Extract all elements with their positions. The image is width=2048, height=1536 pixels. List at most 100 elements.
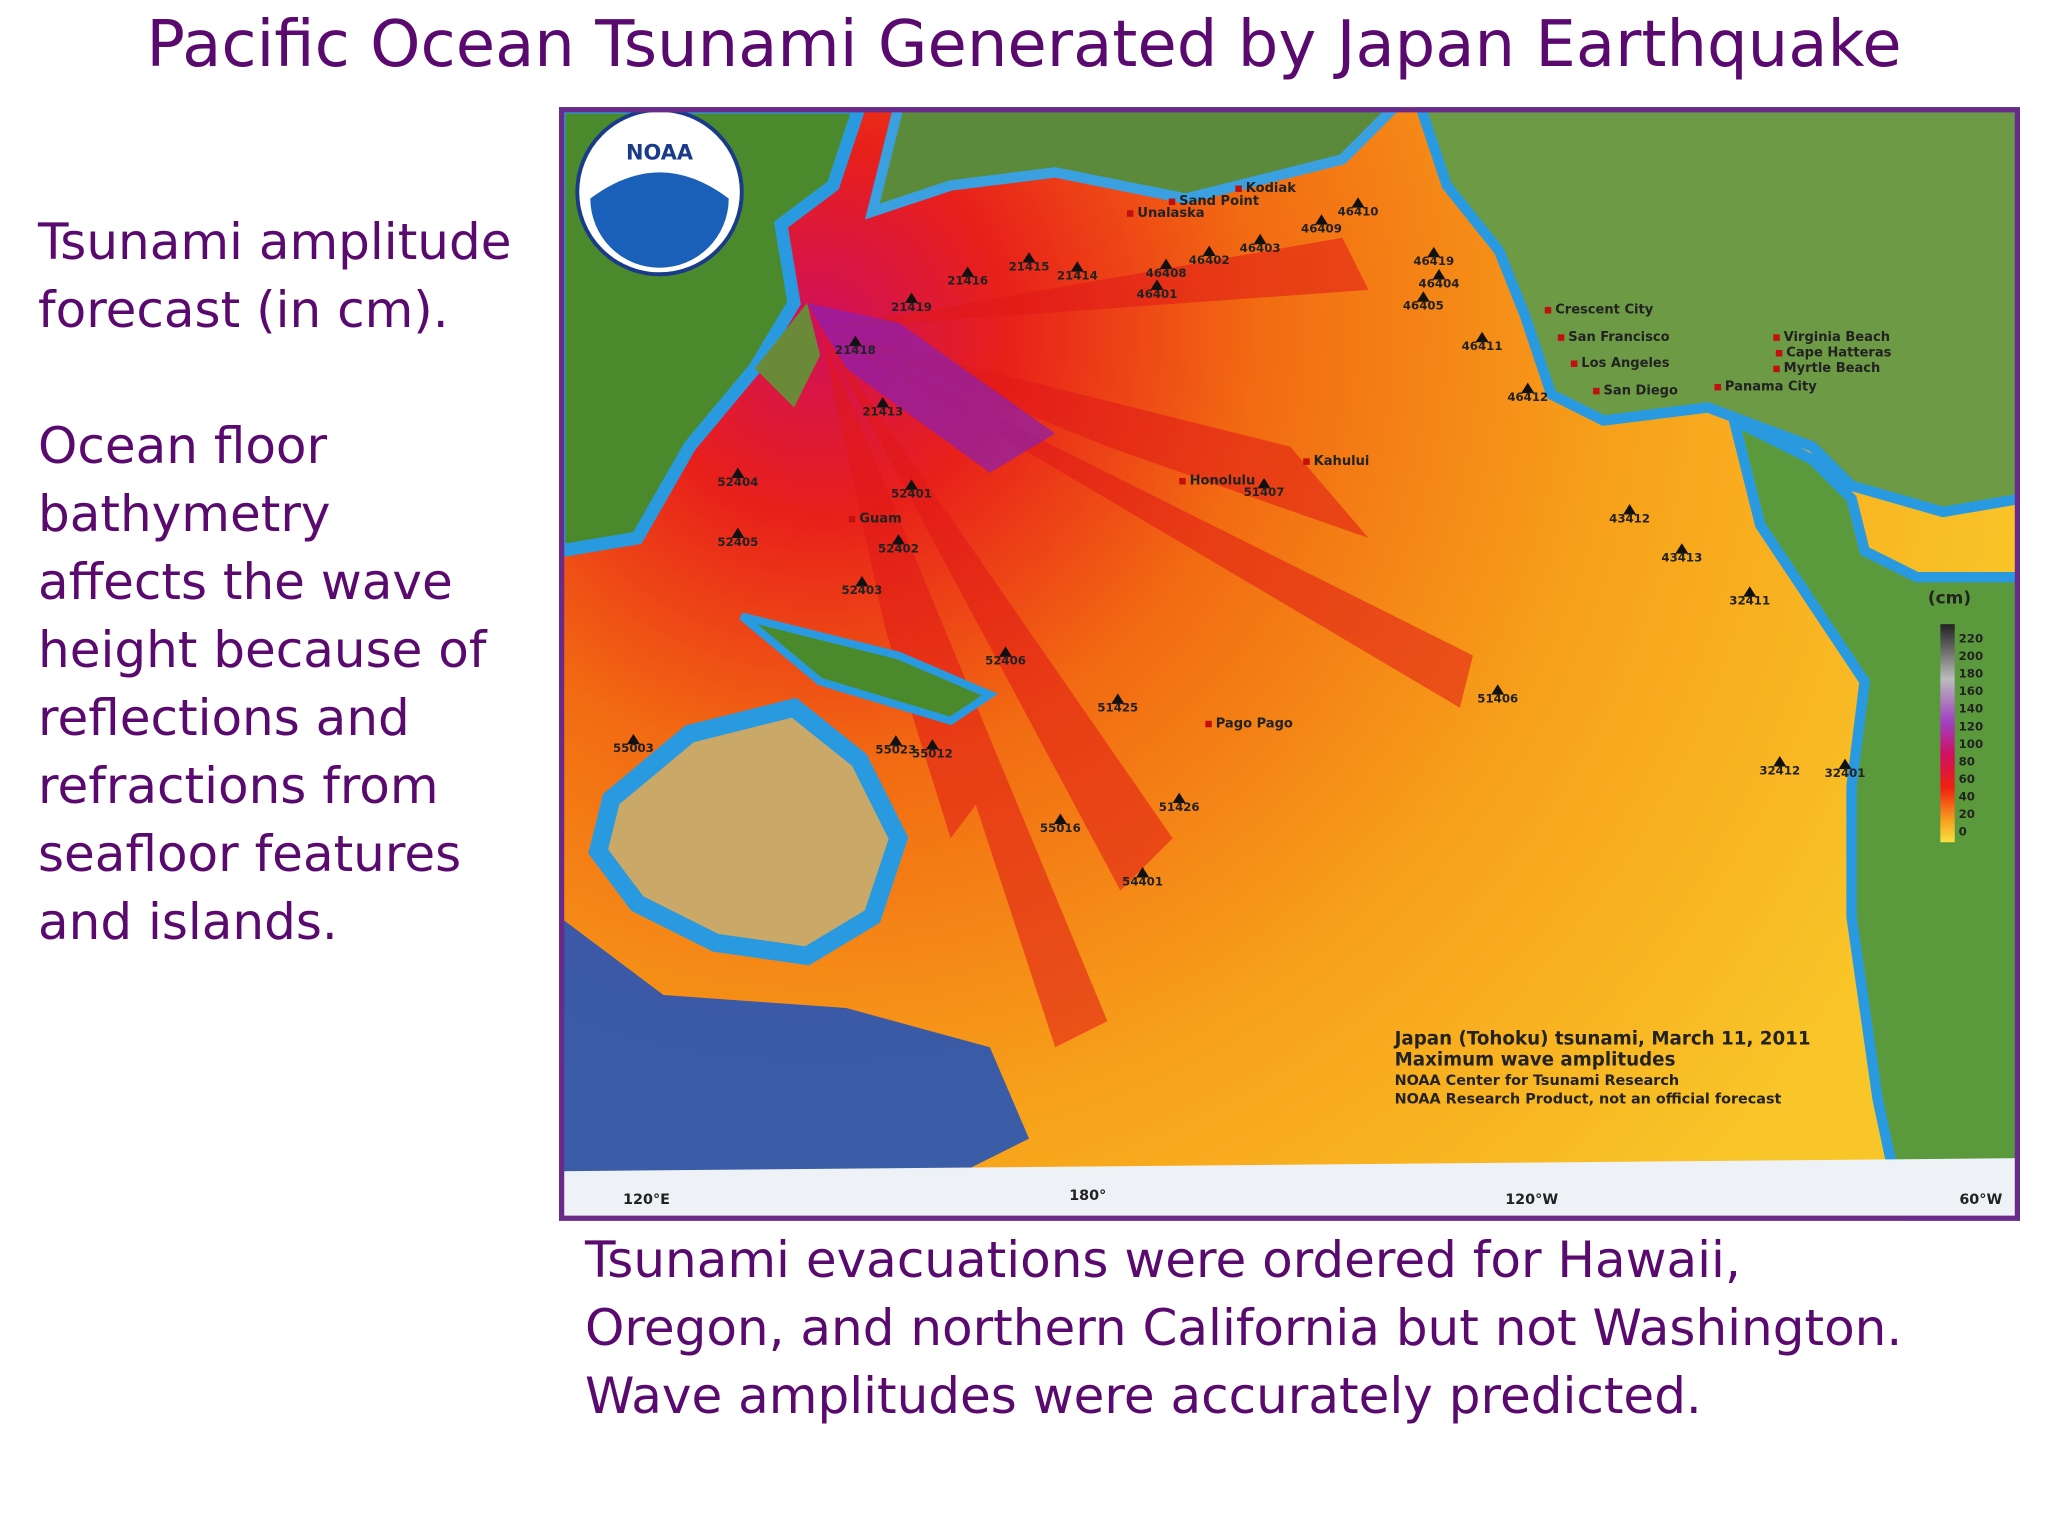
place-marker [1235, 185, 1242, 193]
station-label: 46408 [1146, 266, 1187, 280]
station-label: 51426 [1159, 800, 1200, 814]
place-label: San Diego [1604, 383, 1679, 398]
place-label: Unalaska [1137, 206, 1204, 221]
map-caption: Maximum wave amplitudes [1395, 1049, 1676, 1070]
place-label: Crescent City [1555, 302, 1654, 317]
station-label: 52406 [985, 654, 1026, 668]
place-label: Kahului [1314, 454, 1370, 469]
station-label: 51407 [1244, 485, 1285, 499]
longitude-label: 120°E [623, 1192, 670, 1208]
legend-tick-label: 0 [1959, 825, 1967, 839]
station-marker [1773, 756, 1787, 767]
place-marker [1773, 365, 1780, 373]
place-marker [1168, 198, 1176, 206]
place-label: Cape Hatteras [1786, 346, 1891, 361]
station-marker [1257, 477, 1271, 489]
station-label: 46405 [1403, 299, 1444, 313]
peak-zone [807, 302, 1056, 473]
station-label: 52404 [717, 475, 758, 489]
station-label: 52402 [878, 541, 919, 555]
station-label: 46402 [1189, 253, 1230, 267]
intro-text: Tsunami amplitude forecast (in cm). [38, 208, 512, 344]
longitude-label: 60°W [1959, 1192, 2002, 1208]
longitude-label: 120°W [1505, 1192, 1558, 1208]
station-label: 52405 [717, 535, 758, 549]
legend-tick-label: 40 [1959, 790, 1975, 804]
map-frame [559, 107, 2020, 1221]
place-label: Guam [859, 511, 901, 526]
station-marker [1838, 758, 1852, 770]
place-marker [1205, 720, 1212, 728]
place-marker [1593, 387, 1600, 395]
station-label: 21415 [1009, 259, 1050, 273]
text-line: Oregon, and northern California but not … [585, 1299, 1903, 1357]
station-label: 46404 [1419, 276, 1460, 290]
station-label: 32412 [1759, 763, 1800, 777]
text-line: Tsunami evacuations were ordered for Haw… [585, 1231, 1741, 1289]
place-marker [1557, 334, 1565, 341]
station-marker [889, 735, 903, 746]
legend-tick-label: 80 [1959, 754, 1975, 768]
text-line: and islands. [38, 893, 338, 951]
station-label: 32401 [1825, 766, 1866, 780]
legend-tick-label: 20 [1959, 807, 1975, 821]
station-marker [925, 739, 939, 750]
text-line: forecast (in cm). [38, 281, 449, 339]
bottom-text: Tsunami evacuations were ordered for Haw… [585, 1226, 1902, 1430]
station-marker [1111, 693, 1125, 704]
map-caption: NOAA Center for Tsunami Research [1395, 1073, 1679, 1089]
station-marker [1150, 279, 1164, 290]
station-marker [1416, 291, 1430, 302]
station-marker [1159, 258, 1173, 270]
legend-tick-label: 100 [1959, 737, 1984, 751]
station-marker [1475, 331, 1489, 343]
place-marker [1126, 210, 1134, 217]
station-label: 21418 [835, 343, 876, 357]
station-marker [1743, 586, 1757, 597]
station-label: 46401 [1137, 287, 1178, 301]
body-text: Ocean floor bathymetry affects the wave hei… [38, 412, 487, 956]
station-marker [1314, 214, 1329, 225]
station-label: 43413 [1661, 551, 1702, 565]
place-marker [848, 515, 856, 523]
station-marker [1432, 269, 1446, 280]
text-line: affects the wave [38, 553, 453, 611]
legend-unit: (cm) [1928, 588, 1971, 608]
tsunami-map: NOAA 21416 21415 21414 21419 21418 21413 52404 5… [559, 107, 2020, 1221]
station-marker [731, 467, 745, 478]
station-label: 55012 [912, 746, 953, 760]
station-label: 52403 [841, 583, 882, 597]
place-marker [1773, 334, 1780, 341]
station-marker [1491, 684, 1505, 695]
place-label: Panama City [1725, 379, 1817, 394]
station-label: 46412 [1507, 390, 1548, 404]
text-line: Ocean floor [38, 417, 328, 475]
legend-tick-label: 200 [1959, 649, 1984, 663]
station-label: 46411 [1462, 339, 1503, 353]
station-marker [1427, 246, 1441, 258]
station-label: 32411 [1729, 594, 1770, 608]
place-label: Sand Point [1179, 194, 1259, 209]
station-marker [1070, 261, 1084, 272]
map-caption: NOAA Research Product, not an official f… [1395, 1091, 1782, 1107]
station-label: 55023 [875, 742, 916, 756]
station-label: 46410 [1338, 205, 1379, 219]
station-marker [848, 335, 862, 347]
legend-tick-label: 180 [1959, 667, 1984, 681]
station-marker [1623, 504, 1637, 515]
station-marker [1136, 867, 1150, 878]
legend-tick-label: 120 [1959, 719, 1984, 733]
station-label: 52401 [891, 487, 932, 501]
station-label: 21419 [891, 300, 932, 314]
station-marker [1351, 197, 1365, 208]
station-marker [1202, 245, 1216, 256]
place-marker [1179, 477, 1186, 485]
map-caption: Japan (Tohoku) tsunami, March 11, 2011 [1393, 1029, 1811, 1050]
station-marker [731, 527, 745, 539]
place-label: San Francisco [1568, 330, 1669, 345]
station-marker [1022, 252, 1036, 263]
place-marker [1570, 360, 1578, 367]
legend-tick-label: 220 [1959, 631, 1984, 645]
station-marker [961, 266, 975, 277]
